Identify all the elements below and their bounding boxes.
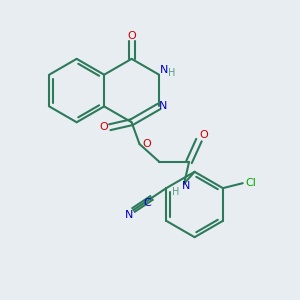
Text: H: H — [168, 68, 175, 78]
Text: H: H — [172, 187, 179, 196]
Text: O: O — [200, 130, 208, 140]
Text: N: N — [182, 181, 190, 191]
Text: Cl: Cl — [245, 178, 256, 188]
Text: N: N — [160, 65, 168, 75]
Text: O: O — [100, 122, 108, 132]
Text: C: C — [144, 198, 151, 208]
Text: N: N — [159, 101, 167, 111]
Text: O: O — [127, 31, 136, 41]
Text: O: O — [142, 139, 151, 149]
Text: N: N — [124, 210, 133, 220]
